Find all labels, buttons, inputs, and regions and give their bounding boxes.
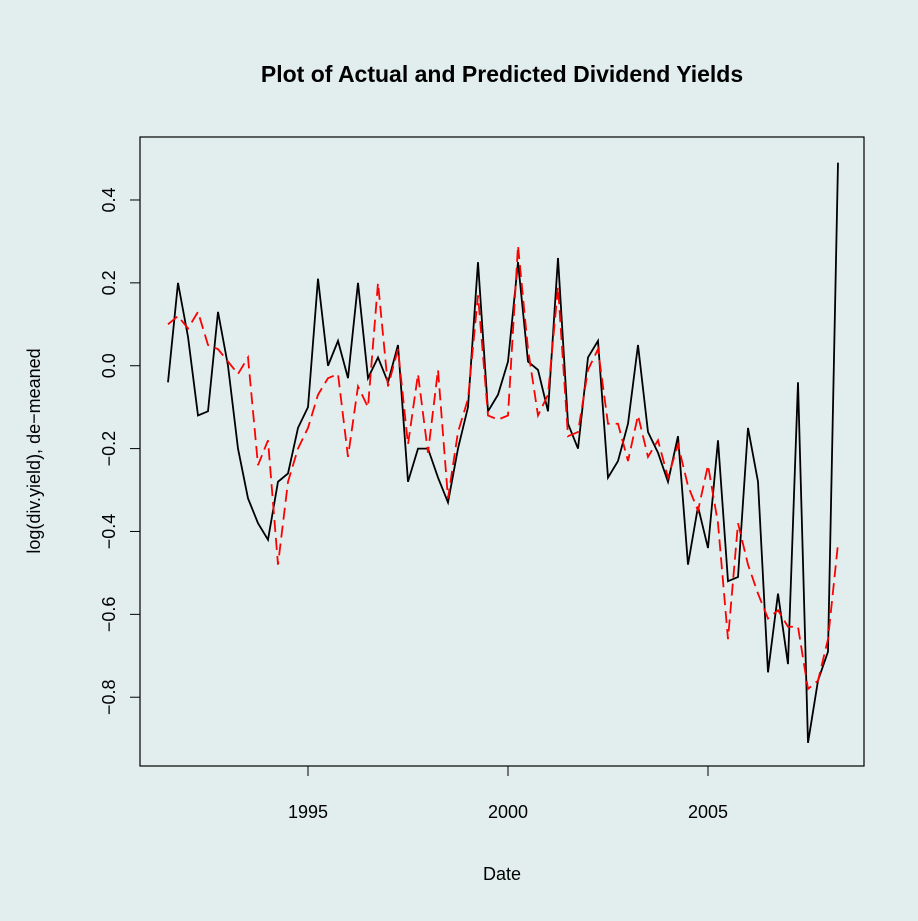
y-tick-label: 0.0 bbox=[99, 353, 119, 378]
x-axis-label: Date bbox=[483, 864, 521, 884]
x-tick-label: 2005 bbox=[688, 802, 728, 822]
y-tick-label: −0.6 bbox=[99, 597, 119, 633]
series-line bbox=[167, 245, 839, 691]
plot-frame bbox=[139, 136, 865, 767]
y-tick-label: −0.2 bbox=[99, 431, 119, 467]
y-axis-label: log(div.yield), de−meaned bbox=[24, 348, 44, 553]
series-line bbox=[167, 162, 839, 743]
y-tick-label: 0.4 bbox=[99, 187, 119, 212]
x-tick-label: 1995 bbox=[288, 802, 328, 822]
chart-title: Plot of Actual and Predicted Dividend Yi… bbox=[261, 61, 743, 87]
y-tick-label: 0.2 bbox=[99, 270, 119, 295]
y-tick-label: −0.8 bbox=[99, 679, 119, 715]
y-tick-label: −0.4 bbox=[99, 514, 119, 550]
x-tick-label: 2000 bbox=[488, 802, 528, 822]
